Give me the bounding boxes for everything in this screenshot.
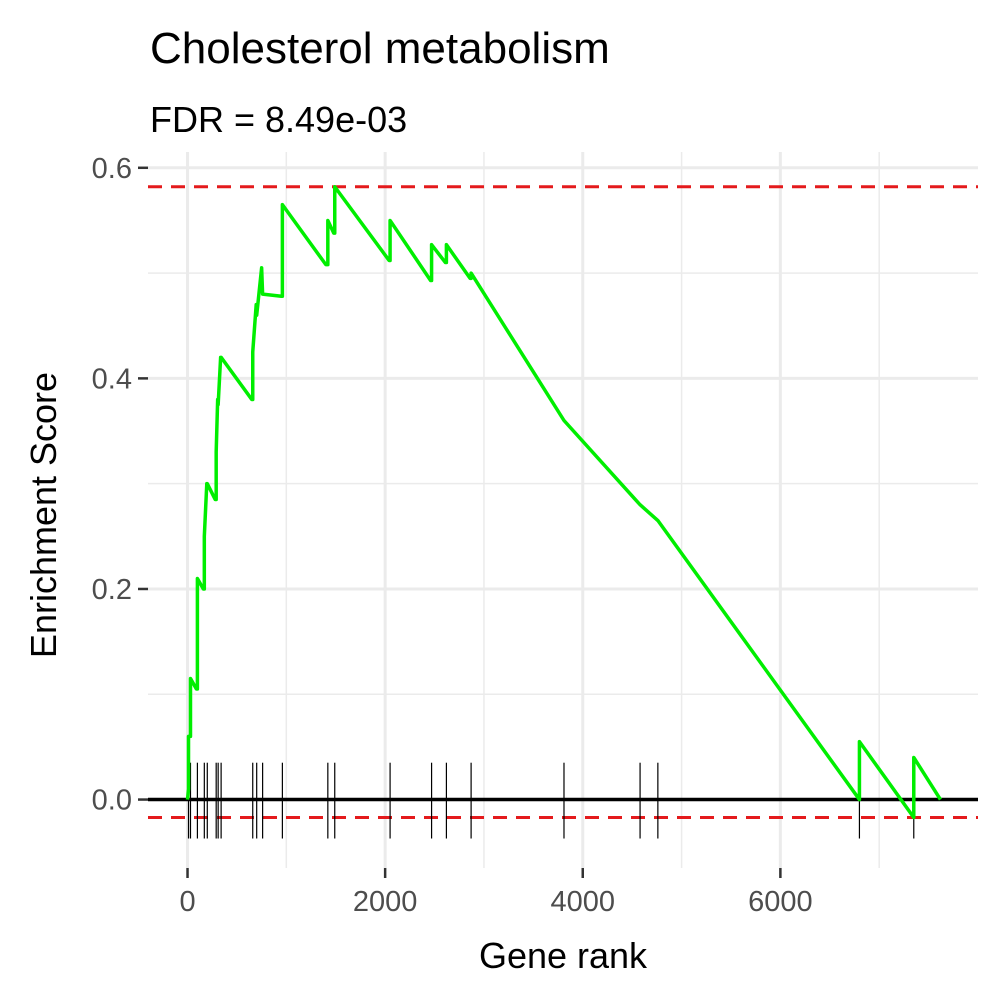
y-tick-label: 0.2	[92, 574, 132, 606]
axes: 0.0 0.2 0.4 0.6 0 2000 4000 6000	[92, 153, 813, 918]
x-tick-label: 2000	[353, 886, 418, 918]
chart-subtitle: FDR = 8.49e-03	[150, 99, 407, 140]
y-tick-label: 0.0	[92, 785, 132, 817]
y-axis-title: Enrichment Score	[23, 372, 64, 658]
y-tick-label: 0.4	[92, 363, 132, 395]
running-score-line	[185, 185, 942, 820]
x-tick-label: 6000	[748, 886, 813, 918]
x-tick-label: 0	[179, 886, 195, 918]
threshold-lines	[148, 185, 978, 819]
running-score-series	[185, 185, 942, 820]
x-axis-title: Gene rank	[479, 935, 648, 976]
x-tick-label: 4000	[551, 886, 616, 918]
y-tick-label: 0.6	[92, 153, 132, 185]
grid-layer	[148, 152, 978, 868]
chart-title: Cholesterol metabolism	[150, 24, 610, 73]
